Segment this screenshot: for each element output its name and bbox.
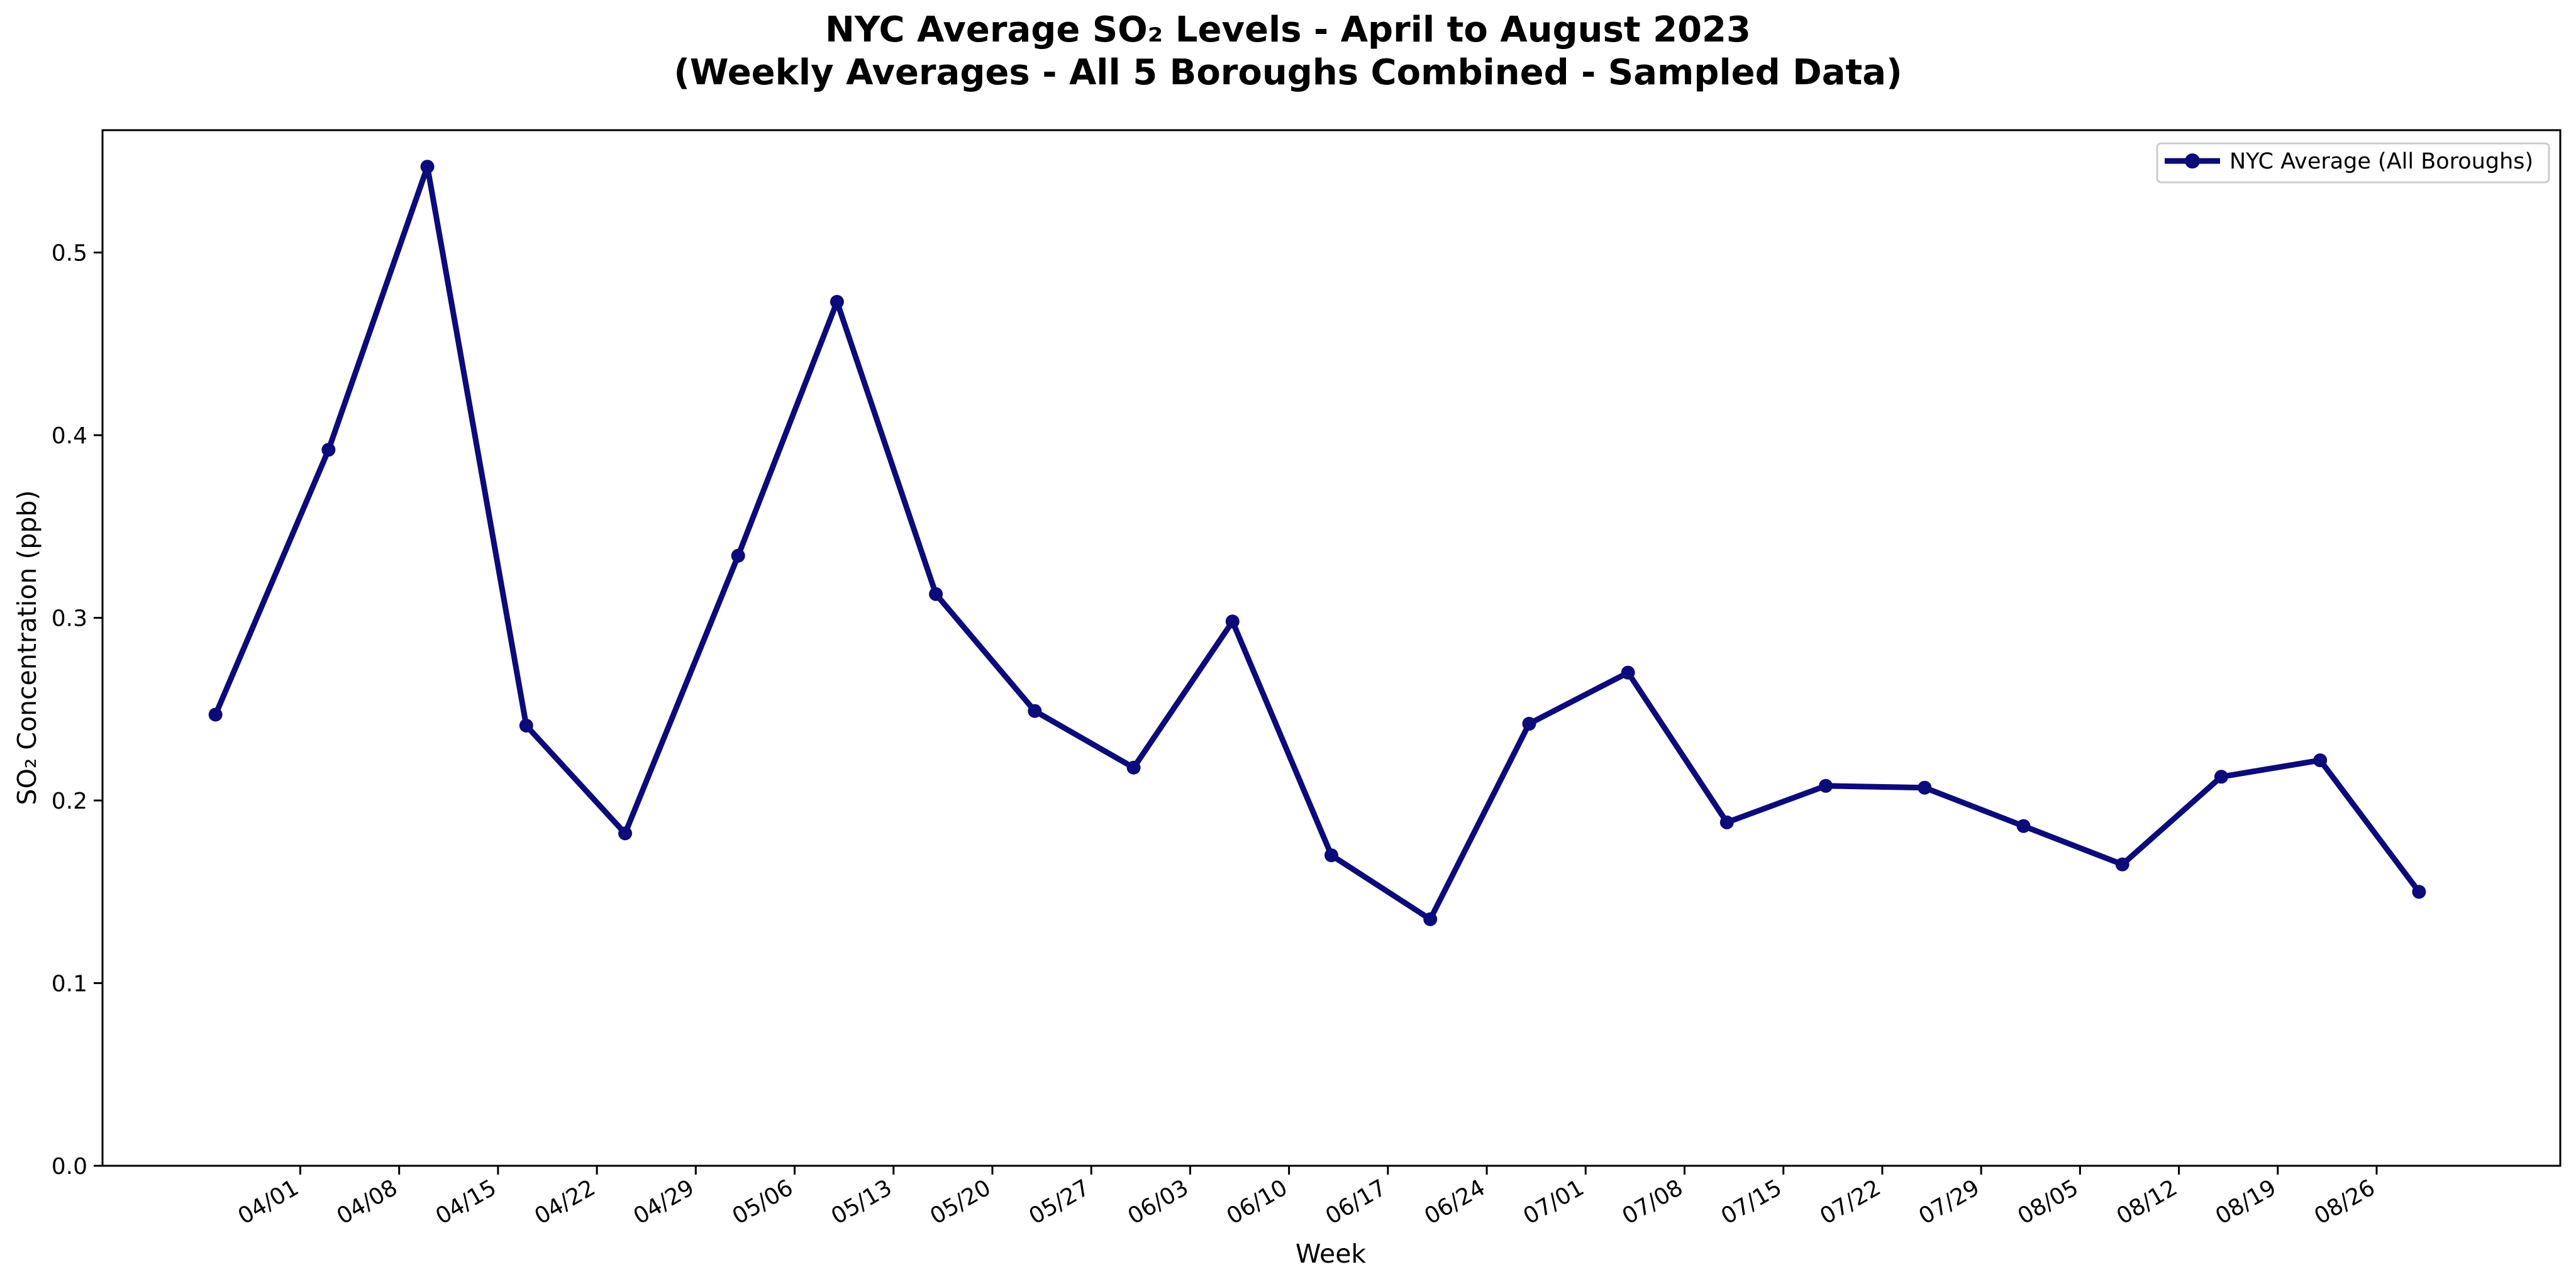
y-axis-label: SO₂ Concentration (ppb) bbox=[12, 490, 42, 805]
data-point bbox=[1719, 815, 1734, 829]
x-tick-label: 04/01 bbox=[234, 1175, 303, 1229]
x-tick-label: 06/17 bbox=[1321, 1175, 1391, 1229]
x-tick-label: 06/03 bbox=[1124, 1175, 1193, 1229]
y-tick-label: 0.1 bbox=[52, 971, 87, 997]
x-tick-label: 06/10 bbox=[1223, 1175, 1292, 1229]
x-tick-label: 07/15 bbox=[1717, 1175, 1786, 1229]
chart-title-line-1: NYC Average SO₂ Levels - April to August… bbox=[825, 9, 1751, 50]
data-point bbox=[1522, 717, 1536, 731]
data-point bbox=[1324, 848, 1338, 863]
legend: NYC Average (All Boroughs) bbox=[2156, 142, 2550, 184]
data-point bbox=[830, 295, 844, 309]
x-tick-label: 07/01 bbox=[1519, 1175, 1588, 1229]
data-point bbox=[1028, 704, 1042, 718]
y-axis-ticks: 0.0 0.1 0.2 0.3 0.4 0.5 bbox=[52, 241, 103, 1180]
series-layer bbox=[208, 160, 2426, 926]
y-tick-label: 0.4 bbox=[52, 423, 87, 449]
x-tick-label: 04/15 bbox=[431, 1175, 501, 1229]
data-point bbox=[321, 443, 336, 457]
data-point bbox=[2016, 819, 2031, 833]
y-tick-label: 0.0 bbox=[52, 1154, 87, 1180]
legend-label: NYC Average (All Boroughs) bbox=[2229, 149, 2533, 174]
data-point bbox=[2214, 770, 2228, 784]
data-point bbox=[1423, 912, 1438, 926]
x-tick-label: 08/12 bbox=[2112, 1175, 2182, 1229]
x-tick-label: 07/22 bbox=[1816, 1175, 1885, 1229]
legend-marker-swatch bbox=[2185, 153, 2200, 169]
x-axis-ticks: 04/01 04/08 04/15 04/22 04/29 05/06 05/13 05/20… bbox=[234, 1166, 2380, 1230]
x-tick-label: 07/08 bbox=[1618, 1175, 1687, 1229]
data-point bbox=[731, 548, 745, 563]
data-point bbox=[2313, 753, 2328, 768]
series-line bbox=[213, 163, 2422, 922]
data-point bbox=[1621, 665, 1635, 680]
data-point bbox=[2115, 857, 2129, 872]
y-tick-label: 0.5 bbox=[52, 241, 87, 267]
x-tick-label: 04/29 bbox=[629, 1175, 698, 1229]
data-point bbox=[2412, 885, 2426, 899]
data-point bbox=[208, 707, 223, 722]
plot-area-frame bbox=[101, 129, 2562, 1167]
x-tick-label: 06/24 bbox=[1420, 1175, 1489, 1229]
x-tick-label: 08/26 bbox=[2310, 1175, 2379, 1229]
data-point bbox=[1918, 780, 1932, 795]
data-point bbox=[519, 718, 533, 733]
y-tick-label: 0.3 bbox=[52, 606, 87, 632]
data-point bbox=[1126, 760, 1141, 775]
x-tick-label: 08/19 bbox=[2211, 1175, 2280, 1229]
x-axis-label: Week bbox=[1296, 1239, 1367, 1269]
x-tick-label: 08/05 bbox=[2014, 1175, 2083, 1229]
data-point bbox=[420, 160, 435, 174]
y-tick-label: 0.2 bbox=[52, 789, 87, 814]
chart-title-line-2: (Weekly Averages - All 5 Boroughs Combin… bbox=[674, 52, 1902, 93]
x-tick-label: 05/27 bbox=[1024, 1175, 1094, 1229]
x-tick-label: 04/08 bbox=[333, 1175, 402, 1229]
x-tick-label: 07/29 bbox=[1914, 1175, 1984, 1229]
data-point bbox=[929, 587, 943, 601]
x-tick-label: 05/06 bbox=[728, 1175, 797, 1229]
x-tick-label: 04/22 bbox=[530, 1175, 599, 1229]
x-tick-label: 05/13 bbox=[827, 1175, 896, 1229]
x-tick-label: 05/20 bbox=[926, 1175, 995, 1229]
legend-box bbox=[2156, 142, 2550, 184]
data-point bbox=[618, 826, 633, 841]
data-point bbox=[1819, 778, 1833, 793]
data-point bbox=[1225, 614, 1240, 629]
